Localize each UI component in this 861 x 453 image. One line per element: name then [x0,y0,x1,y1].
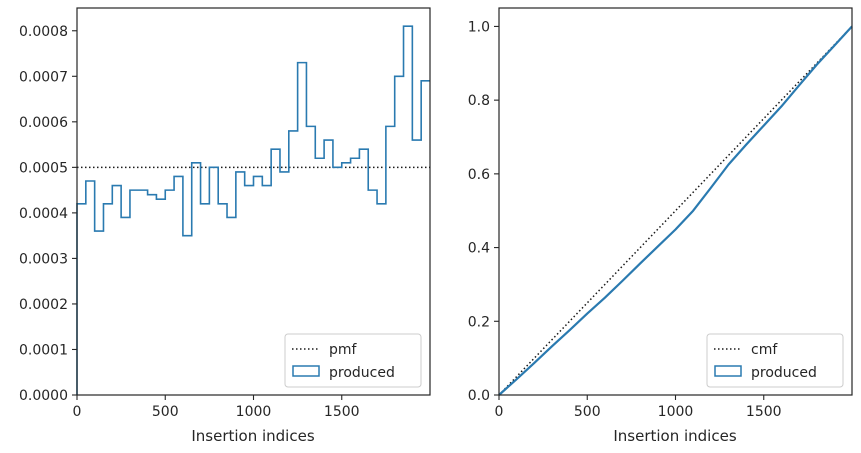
produced-cmf-curve [498,25,853,396]
y-tick-label: 0.4 [468,241,490,257]
y-tick-label: 0.0007 [19,69,68,85]
x-tick-label: 1000 [236,404,272,420]
legend: cmf produced [706,333,844,388]
y-tick-label: 1.0 [468,19,490,35]
left-pmf-panel: Insertion indices 0 500 1000 1500 0.0000 0.00… [19,7,431,445]
x-tick-label: 500 [574,404,601,420]
x-tick-label: 1500 [324,404,360,420]
legend-produced-swatch [292,365,320,377]
legend-produced-swatch [714,365,742,377]
legend-reference-label: cmf [751,342,778,358]
legend-produced-label: produced [751,365,817,381]
y-tick-label: 0.0 [468,388,490,404]
produced-pmf-step [76,25,430,395]
x-tick-label: 0 [73,404,82,420]
y-tick-label: 0.0008 [19,24,68,40]
y-tick-label: 0.0006 [19,115,68,131]
cmf-reference-line [498,25,853,396]
legend-produced-label: produced [329,365,395,381]
left-x-axis-label: Insertion indices [191,427,314,445]
y-tick-label: 0.8 [468,93,490,109]
y-tick-label: 0.0003 [19,251,68,267]
y-tick-label: 0.2 [468,314,490,330]
x-tick-label: 0 [495,404,504,420]
y-tick-label: 0.0000 [19,388,68,404]
x-tick-label: 1000 [658,404,694,420]
y-tick-label: 0.0001 [19,342,68,358]
y-tick-label: 0.6 [468,167,490,183]
y-tick-label: 0.0004 [19,206,68,222]
y-tick-label: 0.0002 [19,297,68,313]
legend-reference-label: pmf [329,342,358,358]
right-x-axis-label: Insertion indices [613,427,736,445]
x-tick-label: 1500 [746,404,782,420]
x-tick-label: 500 [152,404,179,420]
legend: pmf produced [284,333,422,388]
right-cmf-panel: Insertion indices 0 500 1000 1500 0.0 0.2 0.4 0… [468,7,853,445]
y-tick-label: 0.0005 [19,160,68,176]
